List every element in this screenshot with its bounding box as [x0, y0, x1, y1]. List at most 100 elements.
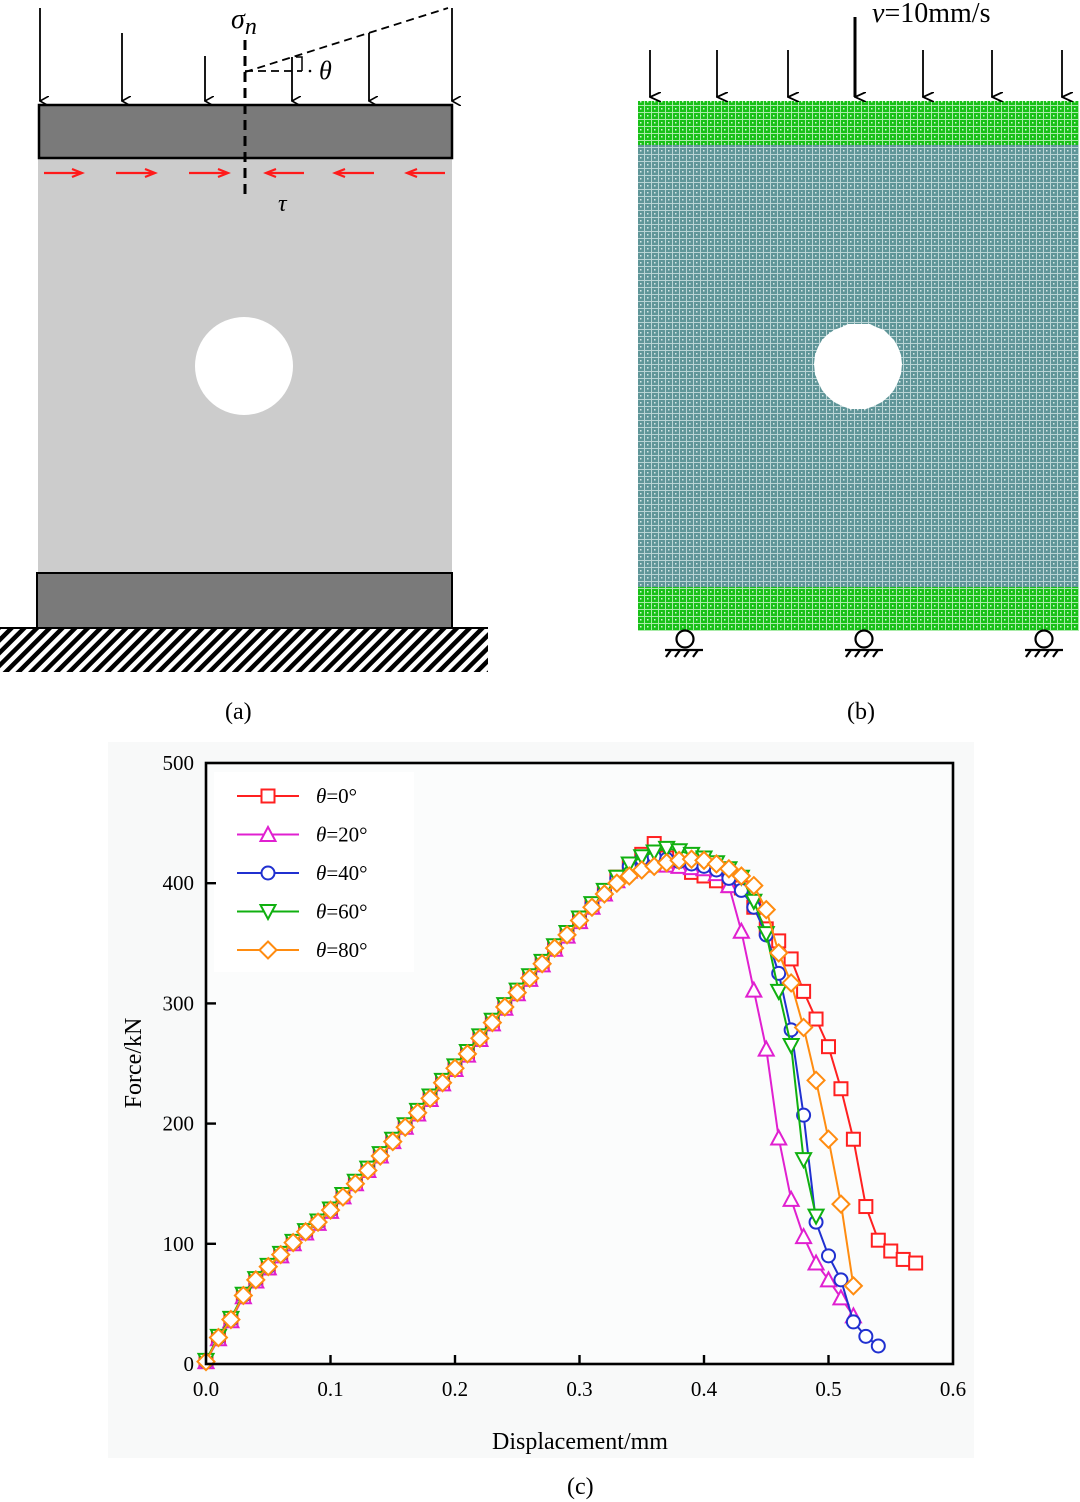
- series-theta-80: [196, 849, 864, 1372]
- data-point: [883, 1243, 899, 1259]
- data-point: [482, 1012, 503, 1033]
- data-point: [233, 1285, 254, 1306]
- x-tick-label: 0.4: [691, 1377, 718, 1401]
- roller-support: [845, 629, 883, 658]
- legend-marker: [258, 904, 278, 922]
- data-point: [794, 1226, 813, 1245]
- data-point: [407, 1102, 428, 1123]
- panel-b-model: v=10mm/s (b): [638, 0, 1079, 725]
- data-point: [796, 1107, 812, 1123]
- shear-arrows: [44, 167, 445, 179]
- data-point: [806, 1070, 826, 1091]
- data-point: [781, 1037, 801, 1056]
- legend-label: θ=80°: [316, 938, 368, 962]
- x-tick-label: 0.3: [566, 1377, 592, 1401]
- velocity-arrows: [650, 17, 1062, 97]
- data-point: [645, 844, 664, 862]
- data-point: [582, 897, 602, 918]
- data-point: [744, 980, 763, 998]
- data-point: [432, 1072, 453, 1093]
- data-point: [606, 873, 627, 894]
- bottom-loading-plate: [36, 572, 453, 629]
- data-point: [283, 1232, 304, 1253]
- normal-load-arrows: [40, 8, 452, 101]
- data-point: [845, 1314, 861, 1330]
- data-point: [870, 1232, 886, 1248]
- y-tick-label: 200: [163, 1112, 195, 1136]
- data-point: [445, 1058, 465, 1079]
- data-point: [681, 849, 702, 870]
- theta-label: θ: [319, 56, 332, 85]
- legend-item: θ=0°: [237, 784, 357, 808]
- data-point: [732, 921, 751, 939]
- data-point: [796, 983, 812, 999]
- data-point: [756, 899, 777, 920]
- data-point: [858, 1199, 874, 1215]
- data-point: [895, 1251, 911, 1267]
- data-point: [808, 1011, 824, 1027]
- data-point: [220, 1309, 241, 1330]
- legend-label: θ=60°: [316, 900, 368, 924]
- legend-label: θ=20°: [316, 823, 368, 847]
- y-tick-label: 100: [163, 1232, 195, 1256]
- legend-item: θ=60°: [237, 900, 368, 924]
- data-point: [357, 1160, 378, 1181]
- data-point: [494, 997, 515, 1017]
- shear-arrow-right: [116, 167, 158, 179]
- data-point: [382, 1131, 403, 1152]
- data-point: [845, 1131, 861, 1147]
- data-point: [569, 910, 590, 931]
- legend-label: θ=0°: [316, 784, 357, 808]
- data-point: [757, 1039, 776, 1057]
- data-point: [320, 1200, 341, 1221]
- data-point: [295, 1221, 316, 1242]
- shear-arrow-left: [404, 167, 445, 179]
- data-point: [620, 856, 639, 874]
- panel-b-caption: (b): [847, 699, 875, 725]
- data-point: [843, 1275, 864, 1296]
- data-point: [519, 968, 540, 989]
- mesh-hole: [814, 324, 902, 409]
- data-point: [769, 1128, 788, 1146]
- theta-angle-mark: [296, 56, 303, 71]
- data-point: [818, 1129, 839, 1150]
- data-point: [731, 866, 752, 886]
- data-point: [370, 1146, 391, 1166]
- panel-a-caption: (a): [225, 699, 252, 725]
- data-point: [831, 1288, 851, 1306]
- x-tick-label: 0.2: [442, 1377, 468, 1401]
- data-point: [258, 1256, 279, 1277]
- data-point: [743, 875, 764, 896]
- legend-item: θ=80°: [237, 938, 368, 962]
- data-point: [821, 1039, 836, 1055]
- legend-item: θ=20°: [237, 823, 368, 847]
- legend-item: θ=40°: [237, 861, 368, 885]
- data-point: [793, 1017, 814, 1038]
- shear-arrow-left: [332, 167, 374, 179]
- data-point: [469, 1028, 490, 1049]
- y-tick-label: 400: [163, 871, 195, 895]
- data-point: [781, 1189, 801, 1207]
- velocity-label: v=10mm/s: [872, 0, 990, 29]
- legend-marker: [258, 940, 278, 960]
- legend-marker: [260, 865, 276, 881]
- data-point: [833, 1272, 849, 1288]
- data-point: [794, 1152, 813, 1170]
- legend: θ=0° θ=20° θ=40° θ=60° θ=80°: [237, 784, 368, 962]
- y-tick-label: 300: [163, 991, 195, 1015]
- data-point: [333, 1187, 353, 1207]
- data-point: [308, 1212, 328, 1233]
- data-point: [395, 1117, 416, 1138]
- data-point: [245, 1269, 266, 1290]
- legend-marker: [258, 824, 278, 842]
- shear-arrow-right: [44, 167, 85, 179]
- data-point: [833, 1081, 849, 1097]
- tau-label: τ: [278, 191, 288, 217]
- data-point: [769, 983, 788, 1001]
- data-point: [270, 1244, 291, 1265]
- data-point: [544, 938, 565, 959]
- roller-support: [1025, 629, 1063, 658]
- data-point: [208, 1327, 229, 1348]
- shear-arrow-right: [189, 167, 231, 179]
